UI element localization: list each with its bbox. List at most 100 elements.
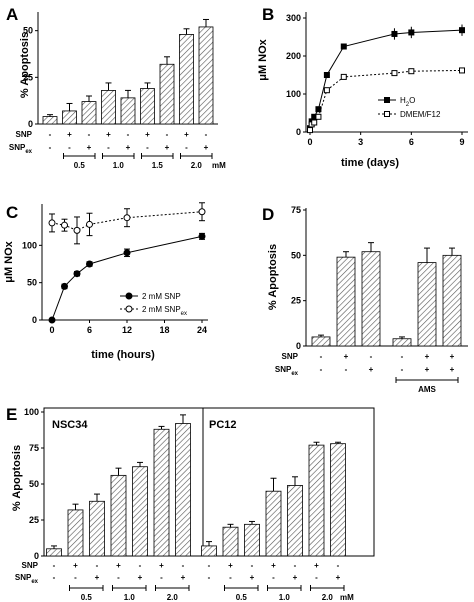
panel-d-bar-5 (442, 254, 462, 347)
panel-b-series-0-point-6 (391, 30, 398, 37)
panel-e-left-row-0-mark-4: - (139, 561, 142, 570)
panel-e-left-row-0-mark-3: + (116, 561, 121, 570)
panel-b-series-0-point-8 (459, 27, 465, 34)
panel-a-y-axis-label: % Apoptosis (19, 32, 31, 98)
panel-d-row-label-0: SNP (282, 352, 299, 361)
panel-e-right-row-0-mark-0: - (208, 561, 211, 570)
panel-a-bar-8 (198, 26, 214, 125)
panel-c-series-1-point-0 (48, 219, 56, 227)
panel-c-ytick-label-0: 0 (32, 315, 37, 325)
panel-e-subpanel-2-name: PC12 (209, 419, 237, 431)
panel-c-series-0-point-3 (86, 260, 93, 268)
panel-e-ytick-label-3: 75 (29, 443, 39, 453)
panel-e-right-row-1-mark-3: - (272, 573, 275, 582)
panel-b-ytick-label-0: 0 (296, 127, 301, 137)
panel-b-legend-label-0: H2O (400, 96, 415, 108)
panel-d-row-1-mark-3: - (401, 365, 404, 374)
panel-e-right-row-0-mark-6: - (337, 561, 340, 570)
panel-d-ytick-label-1: 25 (291, 296, 301, 306)
panel-d-bar-1 (336, 256, 356, 347)
panel-b-series-0-point-7 (408, 29, 415, 36)
panel-a-bar-2 (81, 101, 97, 125)
panel-b-series-1-point-8 (459, 67, 465, 74)
panel-e-sub1-bar-1 (222, 526, 239, 557)
panel-b-xtick-label-0: 0 (307, 137, 312, 147)
panel-a-row-0-mark-4: - (127, 130, 130, 139)
panel-d-row-0-mark-4: + (425, 352, 430, 361)
panel-d-bar-2 (361, 251, 381, 347)
panel-e-ytick-label-1: 25 (29, 515, 39, 525)
panel-e-left-row-1-mark-1: - (74, 573, 77, 582)
panel-c: C μM NOx time (hours) 0 50 100 0 6 12 18 24 2 mM… (3, 202, 208, 361)
panel-d-row-0-mark-5: + (450, 352, 455, 361)
panel-e-left-group-label-2: 2.0 (167, 593, 179, 602)
panel-e-right-row-0-mark-4: - (294, 561, 297, 570)
panel-b-series-1-point-7 (408, 68, 415, 75)
panel-a-ytick-label-0: 0 (28, 119, 33, 129)
panel-c-series-1-point-4 (123, 214, 131, 222)
panel-b-xtick-label-1: 3 (358, 137, 363, 147)
panel-b-series-1-point-6 (391, 70, 398, 77)
panel-d-bar-0 (311, 336, 331, 347)
panel-e-sub0-bar-2 (89, 500, 105, 557)
panel-d-row-0-mark-0: - (320, 352, 323, 361)
panel-a-bar-1 (62, 110, 77, 125)
panel-a-bar-6 (159, 63, 175, 125)
panel-b-legend-label-1: DMEM/F12 (400, 110, 441, 119)
panel-c-series-0-point-5 (198, 232, 206, 240)
panel-a-row-0-mark-3: + (106, 130, 111, 139)
panel-a-row-1-mark-4: + (126, 143, 131, 152)
panel-e-left-row-1-mark-0: - (53, 573, 56, 582)
panel-a-ytick-label-1: 25 (23, 72, 33, 82)
panel-e-sub0-bar-4 (132, 466, 148, 557)
panel-e-left-row-1-mark-4: + (138, 573, 143, 582)
panel-c-xtick-label-2: 12 (122, 325, 132, 335)
panel-a-row-1-mark-0: - (49, 143, 52, 152)
panel-b-y-axis-label: μM NOx (257, 38, 269, 80)
panel-c-y-axis-label: μM NOx (3, 240, 15, 282)
panel-a-group-label-1: 1.0 (113, 161, 125, 170)
panel-e-right-row-0-mark-5: + (314, 561, 319, 570)
panel-b-ytick-label-3: 300 (286, 13, 301, 23)
panel-a-group-label-2: 1.5 (152, 161, 164, 170)
panel-e-ytick-label-0: 0 (34, 551, 39, 561)
panel-c-ytick-label-1: 50 (27, 278, 37, 288)
panel-e-ytick-label-2: 50 (29, 479, 39, 489)
panel-c-xtick-label-4: 24 (197, 325, 207, 335)
panel-a-bar-3 (101, 90, 116, 125)
panel-b-series-1-point-0 (307, 127, 313, 134)
panel-c-series-1-line (51, 211, 203, 231)
panel-e-ytick-label-4: 100 (24, 407, 39, 417)
panel-a-bar-0 (42, 116, 58, 125)
panel-a-letter: A (6, 5, 18, 24)
panel-e-left-row-1-mark-6: + (181, 573, 186, 582)
panel-d-y-axis-label: % Apoptosis (267, 244, 279, 310)
panel-e-sub1-bar-3 (265, 490, 282, 557)
panel-e-sub0-bar-0 (46, 548, 62, 557)
panel-b-series-1-point-2 (311, 119, 318, 126)
panel-d-row-1-mark-1: - (345, 365, 348, 374)
panel-b-letter: B (262, 5, 274, 24)
panel-e-sub0-bar-3 (110, 474, 127, 557)
panel-a-bar-7 (179, 34, 194, 125)
panel-d-ytick-label-2: 50 (291, 250, 301, 260)
panel-e-unit-label: mM (340, 593, 354, 602)
panel-b-x-axis-label: time (days) (341, 157, 399, 169)
panel-e-left-row-label-0: SNP (22, 561, 39, 570)
panel-e-sub0-bar-1 (67, 509, 84, 557)
panel-a-row-1-mark-2: + (87, 143, 92, 152)
panel-a-row-1-mark-1: - (68, 143, 71, 152)
panel-e-right-group-label-2: 2.0 (322, 593, 334, 602)
panel-e-sub0-bar-5 (153, 428, 170, 557)
panel-c-series-0-point-4 (123, 249, 131, 257)
panel-b-ytick-label-2: 200 (286, 51, 301, 61)
panel-e-left-row-label-1: SNPex (15, 573, 39, 585)
panel-e-sub1-bar-5 (308, 444, 325, 557)
panel-e-sub1-bar-0 (201, 545, 217, 557)
panel-e-left-row-1-mark-3: - (117, 573, 120, 582)
panel-b-series-1-point-4 (323, 87, 330, 94)
panel-d-ytick-label-3: 75 (291, 205, 301, 215)
panel-c-legend-marker-0 (125, 292, 133, 300)
panel-a-row-1-mark-5: - (146, 143, 149, 152)
